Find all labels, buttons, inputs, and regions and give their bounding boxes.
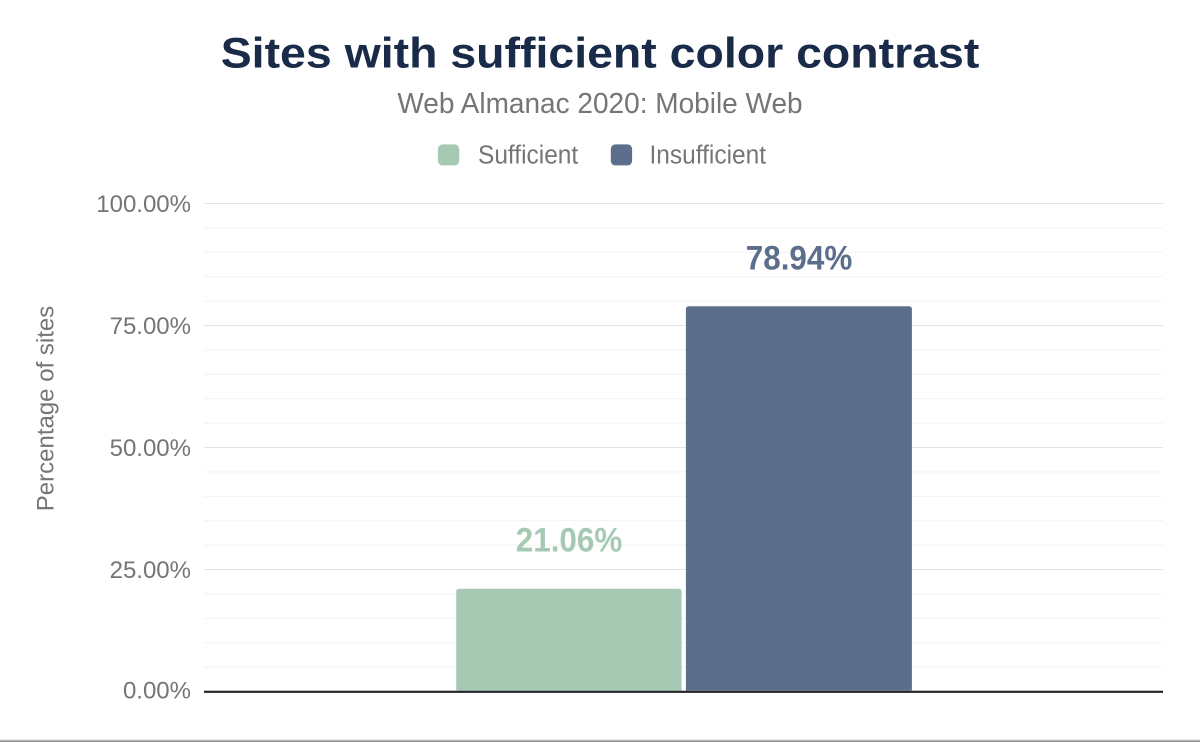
- svg-text:Percentage of sites: Percentage of sites: [32, 306, 59, 511]
- svg-text:75.00%: 75.00%: [110, 313, 191, 340]
- svg-text:78.94%: 78.94%: [746, 238, 852, 277]
- svg-text:25.00%: 25.00%: [110, 557, 191, 584]
- svg-text:21.06%: 21.06%: [516, 520, 622, 559]
- svg-text:100.00%: 100.00%: [96, 191, 191, 218]
- svg-text:Web Almanac 2020: Mobile Web: Web Almanac 2020: Mobile Web: [397, 88, 802, 121]
- svg-text:Insufficient: Insufficient: [650, 141, 767, 170]
- svg-text:50.00%: 50.00%: [110, 435, 191, 462]
- svg-text:0.00%: 0.00%: [123, 678, 191, 705]
- svg-text:Sufficient: Sufficient: [478, 141, 578, 170]
- svg-text:Sites with sufficient color co: Sites with sufficient color contrast: [221, 29, 980, 77]
